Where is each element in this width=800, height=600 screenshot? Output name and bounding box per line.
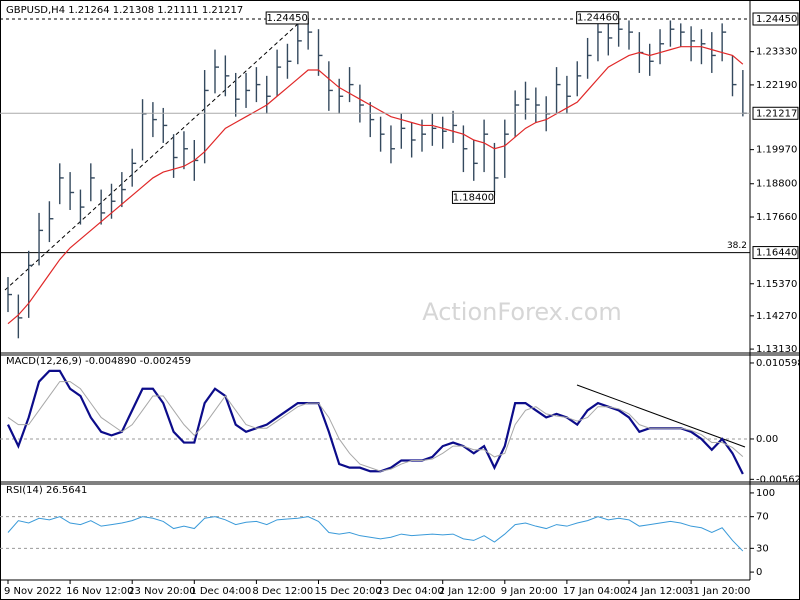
- panel-title: RSI(14) 26.5641: [6, 485, 87, 496]
- y-tick-label: 1.22190: [756, 80, 797, 91]
- x-tick-label: 2 Jan 12:00: [439, 586, 496, 597]
- y-tick-label: -0.005627: [756, 474, 800, 485]
- annotation-box: [576, 11, 620, 25]
- x-tick-label: 31 Jan 20:00: [687, 586, 750, 597]
- x-tick-label: 9 Jan 20:00: [501, 586, 558, 597]
- x-tick-label: 15 Dec 20:00: [315, 586, 382, 597]
- current-price-label: 1.21217: [756, 108, 797, 119]
- x-tick-label: 16 Nov 12:00: [66, 586, 133, 597]
- y-tick-label: 100: [756, 488, 775, 499]
- panel-title: GBPUSD,H4 1.21264 1.21308 1.21111 1.2121…: [6, 5, 243, 16]
- x-tick-label: 23 Nov 20:00: [128, 586, 195, 597]
- x-tick-label: 17 Jan 04:00: [563, 586, 626, 597]
- x-tick-label: 24 Jan 12:00: [625, 586, 688, 597]
- y-tick-label: 30: [756, 543, 769, 554]
- y-tick-label: 1.18800: [756, 179, 797, 190]
- level-label: 1.24450: [756, 14, 797, 25]
- y-tick-label: 0.010598: [756, 358, 800, 369]
- watermark: ActionForex.com: [422, 298, 622, 326]
- moving-average: [7, 46, 744, 325]
- x-tick-label: 8 Dec 12:00: [252, 586, 313, 597]
- y-tick-label: 1.15370: [756, 279, 797, 290]
- annotation-label: 1.24460: [577, 13, 618, 24]
- annotation-label: 1.18400: [453, 192, 494, 203]
- y-tick-label: 70: [756, 512, 769, 523]
- trend-line: [4, 21, 301, 291]
- x-tick-label: 23 Dec 04:00: [377, 586, 444, 597]
- series-line: [7, 516, 744, 552]
- y-tick-label: 0.00: [756, 434, 778, 445]
- y-tick-label: 0: [756, 567, 762, 578]
- series-line: [7, 381, 744, 472]
- current-price-box: [752, 106, 799, 120]
- x-tick-label: 1 Dec 04:00: [190, 586, 251, 597]
- annotation-label: 1.24450: [266, 13, 307, 24]
- level-note: 38.2: [727, 241, 747, 251]
- y-tick-label: 1.13130: [756, 344, 797, 355]
- y-tick-label: 1.19970: [756, 145, 797, 156]
- x-tick-label: 9 Nov 2022: [4, 586, 62, 597]
- macd-trend-line: [576, 384, 746, 448]
- level-label: 1.16440: [756, 248, 797, 259]
- annotation-box: [265, 11, 309, 25]
- y-tick-label: 1.14270: [756, 311, 797, 322]
- y-tick-label: 1.17660: [756, 212, 797, 223]
- annotation-box: [451, 190, 495, 204]
- y-tick-label: 1.23330: [756, 47, 797, 58]
- series-line: [7, 369, 744, 475]
- level-box: [752, 246, 799, 260]
- level-box: [752, 12, 799, 26]
- panel-title: MACD(12,26,9) -0.004890 -0.002459: [6, 356, 191, 367]
